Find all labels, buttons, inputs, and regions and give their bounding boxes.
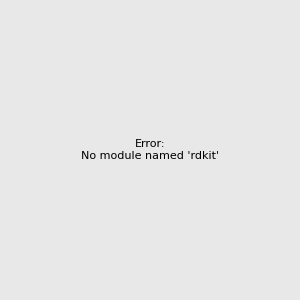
Text: Error:
No module named 'rdkit': Error: No module named 'rdkit'	[81, 139, 219, 161]
